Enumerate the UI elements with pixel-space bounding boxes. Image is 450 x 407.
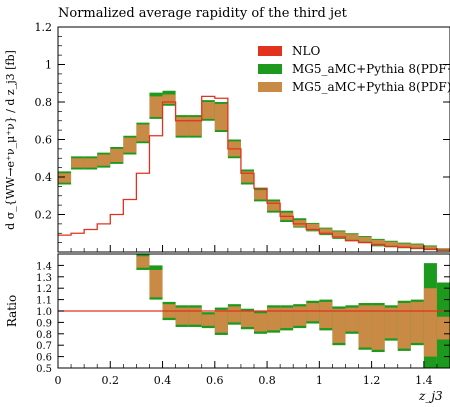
ratio-band-pdf-bin <box>240 311 254 327</box>
ratio-band-pdf-bin <box>319 301 333 329</box>
x-tick-label: 1.4 <box>415 374 433 387</box>
ratio-band-pdf-bin <box>332 308 346 343</box>
ratio-y-tick-label: 0.6 <box>36 353 52 364</box>
nlo-line <box>58 95 450 251</box>
legend-swatch-pdf <box>258 82 282 92</box>
ratio-band-pdf-bin <box>136 256 150 268</box>
ratio-y-tick-label: 0.9 <box>36 318 52 329</box>
ratio-band-pdf-bin <box>149 269 163 298</box>
ratio-band-pdf-bin <box>358 305 372 348</box>
legend-label-pdf: MG5_aMC+Pythia 8(PDF) <box>292 80 450 94</box>
top-band-pdf-bin <box>136 124 150 142</box>
ratio-y-tick-label: 1.0 <box>36 307 52 318</box>
top-y-tick-label: 0.4 <box>35 171 53 184</box>
ratio-band-pdf-bin <box>188 307 202 325</box>
x-axis-label: z_j3 <box>418 389 443 403</box>
top-band-pdf-bin <box>188 117 202 136</box>
top-y-tick-label: 0.2 <box>35 209 53 222</box>
ratio-band-pdf-bin <box>175 307 189 325</box>
top-y-ticks: 0.2 0.4 0.6 0.8 1 1.2 <box>35 21 450 243</box>
top-y-tick-label: 1.2 <box>35 21 53 34</box>
top-band-pdf-bin <box>97 154 111 166</box>
ratio-band-pdf-bin <box>227 306 241 323</box>
top-band-pdf-bin <box>71 158 85 168</box>
ratio-plot-area: 0.50.60.70.80.91.01.11.21.31.4 0 0.2 0.4 0.… <box>36 253 450 387</box>
ratio-band-pdf-bin <box>384 307 398 339</box>
top-band-pdf-bin <box>358 237 372 242</box>
x-tick-label: 0.6 <box>206 374 224 387</box>
top-band-pdf-bin <box>58 173 72 183</box>
ratio-y-tick-label: 0.8 <box>36 330 52 341</box>
top-band-pdf-bin <box>84 158 98 168</box>
top-band-pdf-bin <box>123 137 137 153</box>
ratio-band-pdf-bin <box>371 305 385 350</box>
top-band-pdf-bin <box>371 239 385 246</box>
ratio-band-pdf-bin <box>267 307 281 331</box>
ratio-x-ticks: 0 0.2 0.4 0.6 0.8 1 1.2 1.4 <box>55 361 438 387</box>
x-tick-label: 0 <box>55 374 62 387</box>
top-y-tick-label: 1 <box>45 59 52 72</box>
ratio-band-pdf-bin <box>397 303 411 349</box>
top-band-pdf-bin <box>423 246 437 250</box>
legend: NLO MG5_aMC+Pythia 8(PDF+ MG5_aMC+Pythia… <box>258 44 450 94</box>
ratio-band-pdf-bin <box>280 307 294 329</box>
top-band-pdf-bin <box>214 103 228 131</box>
ratio-y-axis-label: Ratio <box>5 295 19 327</box>
ratio-band-pdf-bin <box>254 313 268 332</box>
top-band-pdf-bin <box>110 148 124 162</box>
top-band-pdf-bin <box>410 244 424 249</box>
top-nlo-histogram <box>58 95 450 251</box>
x-tick-label: 0.2 <box>102 374 120 387</box>
legend-label-pdf-plus: MG5_aMC+Pythia 8(PDF+ <box>292 62 450 76</box>
ratio-y-ticks: 0.50.60.70.80.91.01.11.21.31.4 <box>36 261 450 375</box>
top-bands <box>58 90 450 252</box>
top-band-pdf-bin <box>175 117 189 136</box>
top-band-pdf-bin <box>240 171 254 183</box>
top-band-pdf-bin <box>201 102 215 119</box>
top-y-axis-label: d σ_{WW→e⁺ν_μ⁺ν} / d z_j3 [fb] <box>4 50 17 230</box>
top-band-pdf-bin <box>397 243 411 248</box>
top-plot-area: 0.2 0.4 0.6 0.8 1 1.2 <box>35 21 450 253</box>
top-band-pdf-bin <box>319 228 333 235</box>
ratio-band-pdf-bin <box>410 301 424 343</box>
top-band-pdf-bin <box>332 231 346 238</box>
ratio-y-tick-label: 0.7 <box>36 341 52 352</box>
x-tick-label: 1.2 <box>363 374 381 387</box>
ratio-band-pdf-bin <box>214 309 228 333</box>
ratio-bands <box>136 254 450 368</box>
top-band-pdf-bin <box>254 190 268 200</box>
x-tick-label: 0.4 <box>154 374 172 387</box>
ratio-y-tick-label: 1.3 <box>36 273 52 284</box>
ratio-band-pdf-bin <box>201 314 215 326</box>
top-band-pdf-bin <box>162 94 176 104</box>
top-band-pdf-bin <box>345 234 359 240</box>
ratio-band-pdf-bin <box>293 306 307 326</box>
ratio-y-tick-label: 1.1 <box>36 296 52 307</box>
top-band-pdf-bin <box>267 201 281 211</box>
top-band-pdf-bin <box>149 96 163 117</box>
top-frame <box>57 26 450 253</box>
ratio-band-pdf-bin <box>306 303 320 322</box>
ratio-y-tick-label: 0.5 <box>36 364 52 375</box>
top-y-tick-label: 0.6 <box>35 134 53 147</box>
top-band-pdf-bin <box>306 223 320 231</box>
legend-swatch-nlo <box>258 46 282 56</box>
chart-title: Normalized average rapidity of the third… <box>58 6 348 21</box>
ratio-band-pdf-bin <box>423 288 437 357</box>
top-band-pdf-bin <box>384 241 398 247</box>
x-tick-label: 0.8 <box>258 374 276 387</box>
top-y-tick-label: 0.8 <box>35 96 53 109</box>
ratio-y-tick-label: 1.4 <box>36 261 52 272</box>
ratio-band-pdf-bin <box>436 316 450 340</box>
x-tick-label: 1 <box>316 374 323 387</box>
ratio-band-pdf-bin <box>345 307 359 332</box>
top-x-ticks <box>57 245 438 252</box>
legend-label-nlo: NLO <box>292 44 320 58</box>
legend-swatch-pdf-plus <box>258 64 282 74</box>
ratio-y-tick-label: 1.2 <box>36 284 52 295</box>
